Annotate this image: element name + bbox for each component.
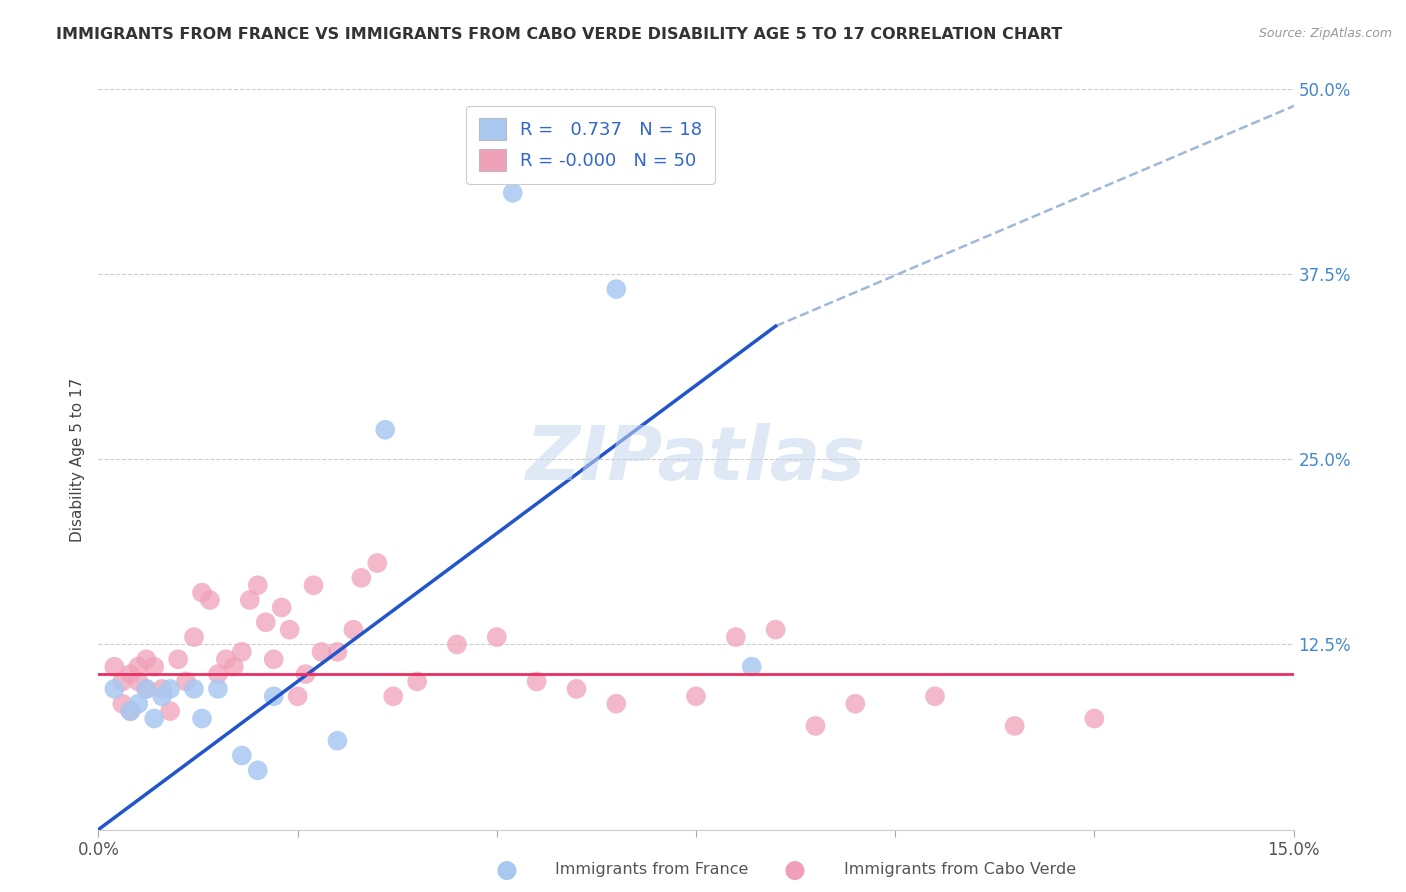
Point (311, 645, 333, 659)
Point (159, 681, 181, 696)
Text: Source: ZipAtlas.com: Source: ZipAtlas.com (1258, 27, 1392, 40)
Point (246, 764, 269, 778)
Point (183, 630, 205, 644)
Text: ZIPatlas: ZIPatlas (526, 423, 866, 496)
Point (239, 593, 262, 607)
Point (246, 578, 269, 592)
Point (198, 593, 221, 607)
Point (127, 674, 149, 689)
Text: Immigrants from France: Immigrants from France (555, 863, 749, 877)
Point (374, 423, 396, 437)
Point (302, 578, 325, 592)
Point (844, 697, 866, 711)
Text: IMMIGRANTS FROM FRANCE VS IMMIGRANTS FROM CABO VERDE DISABILITY AGE 5 TO 17 CORR: IMMIGRANTS FROM FRANCE VS IMMIGRANTS FRO… (56, 27, 1063, 42)
Text: Immigrants from Cabo Verde: Immigrants from Cabo Verde (844, 863, 1076, 877)
Point (231, 645, 253, 659)
Point (111, 674, 134, 689)
Point (174, 674, 197, 689)
Point (183, 681, 205, 696)
Text: ●: ● (783, 858, 806, 881)
Point (270, 600, 292, 615)
Point (111, 697, 134, 711)
Point (150, 690, 173, 704)
Point (605, 282, 627, 296)
Point (502, 186, 524, 200)
Point (263, 690, 285, 704)
Point (135, 652, 157, 666)
Point (159, 704, 181, 718)
Point (446, 637, 468, 651)
Point (207, 681, 229, 696)
Point (924, 690, 946, 704)
Point (127, 697, 149, 711)
Point (120, 667, 142, 681)
Legend: R =   0.737   N = 18, R = -0.000   N = 50: R = 0.737 N = 18, R = -0.000 N = 50 (465, 105, 714, 184)
Point (263, 652, 285, 666)
Point (1083, 712, 1105, 726)
Point (287, 690, 309, 704)
Point (143, 712, 166, 726)
Point (215, 652, 238, 666)
Point (120, 704, 142, 718)
Point (765, 623, 787, 637)
Point (326, 733, 349, 747)
Point (167, 652, 190, 666)
Point (191, 585, 214, 599)
Point (127, 659, 149, 673)
Point (191, 712, 214, 726)
Point (143, 659, 166, 673)
Point (207, 667, 229, 681)
Point (231, 748, 253, 763)
Y-axis label: Disability Age 5 to 17: Disability Age 5 to 17 (69, 377, 84, 541)
Point (254, 615, 277, 630)
Point (150, 681, 173, 696)
Point (724, 630, 747, 644)
Point (804, 719, 827, 733)
Point (103, 681, 125, 696)
Point (135, 681, 157, 696)
Point (326, 645, 349, 659)
Point (685, 690, 707, 704)
Point (222, 659, 245, 673)
Point (406, 674, 429, 689)
Point (135, 681, 157, 696)
Point (382, 690, 405, 704)
Point (485, 630, 508, 644)
Point (1004, 719, 1026, 733)
Point (565, 681, 588, 696)
Point (120, 704, 142, 718)
Text: ●: ● (495, 858, 517, 881)
Point (342, 623, 364, 637)
Point (741, 659, 763, 673)
Point (350, 571, 373, 585)
Point (294, 667, 316, 681)
Point (278, 623, 301, 637)
Point (103, 659, 125, 673)
Point (366, 556, 388, 570)
Point (605, 697, 627, 711)
Point (526, 674, 548, 689)
